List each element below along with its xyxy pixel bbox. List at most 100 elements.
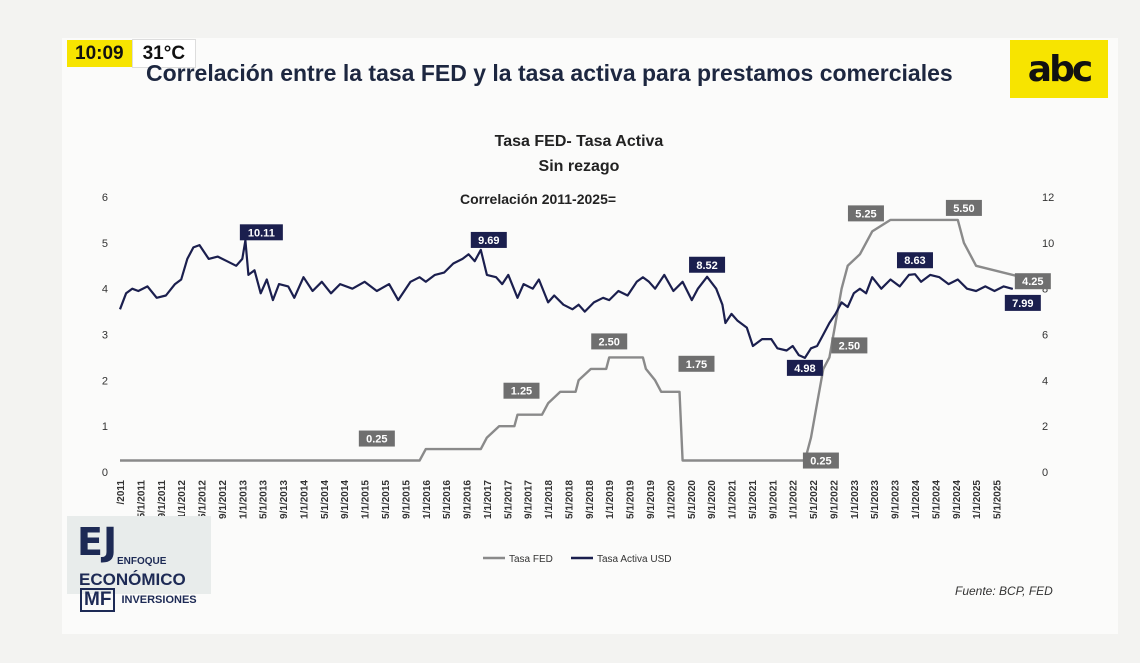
x-tick-label: 1/1/2019 bbox=[605, 480, 616, 519]
x-tick-label: 5/1/2016 bbox=[442, 480, 453, 519]
x-tick-label: 1/1/2021 bbox=[728, 480, 739, 519]
x-tick-label: 5/1/2022 bbox=[809, 480, 820, 519]
data-label-box bbox=[503, 382, 540, 399]
y-right-tick-label: 8 bbox=[1042, 284, 1048, 296]
chart-subtitle: Sin rezago bbox=[538, 158, 620, 175]
headline: Correlación entre la tasa FED y la tasa … bbox=[146, 60, 953, 86]
y-left-tick-label: 1 bbox=[102, 421, 108, 433]
x-tick-label: /2011 bbox=[116, 480, 127, 505]
x-tick-label: 1/1/2012 bbox=[177, 480, 188, 519]
data-label: 8.63 bbox=[904, 255, 925, 267]
x-tick-label: 5/1/2015 bbox=[381, 480, 392, 519]
data-label: 7.99 bbox=[1012, 298, 1033, 310]
source-note: Fuente: BCP, FED bbox=[955, 584, 1053, 598]
sponsor-logo: MF INVERSIONES bbox=[80, 588, 197, 612]
data-label-box bbox=[689, 256, 726, 273]
sponsor-text: INVERSIONES bbox=[121, 594, 197, 606]
data-label: 1.75 bbox=[686, 359, 707, 371]
data-label-box bbox=[1014, 273, 1051, 290]
data-label: 4.25 bbox=[1022, 276, 1043, 288]
x-tick-label: 5/1/2012 bbox=[198, 480, 209, 519]
data-label-box bbox=[802, 452, 839, 469]
x-tick-label: 9/1/2017 bbox=[524, 480, 535, 519]
series-line-tasa-activa bbox=[118, 239, 1014, 359]
data-label-box bbox=[945, 199, 982, 216]
data-label-box bbox=[896, 252, 933, 269]
x-tick-label: 1/1/2017 bbox=[483, 480, 494, 519]
x-tick-label: 1/1/2023 bbox=[850, 480, 861, 519]
y-left-tick-label: 0 bbox=[102, 467, 108, 479]
data-label: 8.52 bbox=[696, 260, 717, 272]
series-line-tasa-fed bbox=[120, 218, 1023, 462]
x-tick-label: 9/1/2024 bbox=[952, 480, 963, 519]
x-tick-label: 5/1/2017 bbox=[503, 480, 514, 519]
y-right-tick-label: 2 bbox=[1042, 421, 1048, 433]
x-tick-label: 5/1/2021 bbox=[748, 480, 759, 519]
data-label-box bbox=[847, 205, 884, 222]
x-tick-label: 9/1/2012 bbox=[218, 480, 229, 519]
x-tick-label: 9/1/2019 bbox=[646, 480, 657, 519]
temperature-display: 31°C bbox=[131, 39, 197, 68]
clock-overlay: 10:09 31°C bbox=[67, 39, 197, 68]
correlation-annotation: Correlación 2011-2025= bbox=[460, 191, 617, 207]
x-tick-label: 9/1/2018 bbox=[585, 480, 596, 519]
x-tick-label: 9/1/2011 bbox=[157, 480, 168, 519]
sponsor-mark: MF bbox=[80, 588, 116, 612]
x-tick-label: 1/1/2013 bbox=[238, 480, 249, 519]
x-tick-label: 9/1/2022 bbox=[829, 480, 840, 519]
x-tick-label: 1/1/2016 bbox=[422, 480, 433, 519]
enfoque-mark: EJ bbox=[77, 520, 118, 564]
y-left-tick-label: 2 bbox=[102, 375, 108, 387]
x-tick-label: 9/1/2014 bbox=[340, 480, 351, 519]
x-tick-label: 1/1/2014 bbox=[299, 480, 310, 519]
x-tick-label: 9/1/2023 bbox=[891, 480, 902, 519]
data-label-box bbox=[470, 231, 507, 248]
x-tick-label: 1/1/2022 bbox=[789, 480, 800, 519]
x-tick-label: 1/1/2018 bbox=[544, 480, 555, 519]
y-right-tick-label: 6 bbox=[1042, 330, 1048, 342]
x-tick-label: 5/1/2024 bbox=[931, 480, 942, 519]
x-tick-label: 9/1/2015 bbox=[401, 480, 412, 519]
y-left-tick-label: 5 bbox=[102, 238, 108, 250]
data-label: 0.25 bbox=[810, 456, 831, 468]
data-label-box bbox=[239, 224, 283, 241]
data-label: 9.69 bbox=[478, 235, 499, 247]
enfoque-economico-logo: EJ ENFOQUE ECONÓMICO bbox=[67, 516, 211, 594]
legend-label: Tasa FED bbox=[509, 554, 553, 565]
data-label: 5.50 bbox=[953, 203, 974, 215]
x-tick-label: 9/1/2021 bbox=[768, 480, 779, 519]
time-display: 10:09 bbox=[67, 40, 132, 67]
legend-label: Tasa Activa USD bbox=[597, 554, 671, 565]
x-tick-label: 1/1/2024 bbox=[911, 480, 922, 519]
enfoque-line1: ENFOQUE bbox=[117, 556, 167, 567]
data-label-box bbox=[358, 430, 395, 447]
x-tick-label: 1/1/2025 bbox=[972, 480, 983, 519]
x-tick-label: 9/1/2013 bbox=[279, 480, 290, 519]
data-label-box bbox=[678, 355, 715, 372]
y-right-tick-label: 10 bbox=[1042, 238, 1054, 250]
data-label: 0.25 bbox=[366, 434, 387, 446]
data-label: 2.50 bbox=[839, 340, 860, 352]
x-tick-label: 5/1/2011 bbox=[136, 480, 147, 519]
y-left-tick-label: 3 bbox=[102, 330, 108, 342]
abc-logo: abc bbox=[1010, 40, 1108, 98]
x-tick-label: 5/1/2020 bbox=[687, 480, 698, 519]
abc-logo-text: abc bbox=[1027, 48, 1093, 90]
x-tick-label: 5/1/2018 bbox=[564, 480, 575, 519]
slide-background bbox=[62, 38, 1118, 634]
x-tick-label: 5/1/2019 bbox=[626, 480, 637, 519]
data-label-box bbox=[1004, 294, 1041, 311]
data-label: 1.25 bbox=[511, 386, 532, 398]
y-right-tick-label: 12 bbox=[1042, 192, 1054, 204]
x-tick-label: 1/1/2015 bbox=[361, 480, 372, 519]
x-tick-label: 5/1/2014 bbox=[320, 480, 331, 519]
y-left-tick-label: 4 bbox=[102, 284, 108, 296]
y-right-tick-label: 4 bbox=[1042, 375, 1048, 387]
y-left-tick-label: 6 bbox=[102, 192, 108, 204]
data-label-box bbox=[831, 337, 868, 354]
x-tick-label: 5/1/2013 bbox=[259, 480, 270, 519]
x-tick-label: 1/1/2020 bbox=[666, 480, 677, 519]
data-label: 2.50 bbox=[599, 336, 620, 348]
enfoque-line2: ECONÓMICO bbox=[79, 570, 186, 589]
